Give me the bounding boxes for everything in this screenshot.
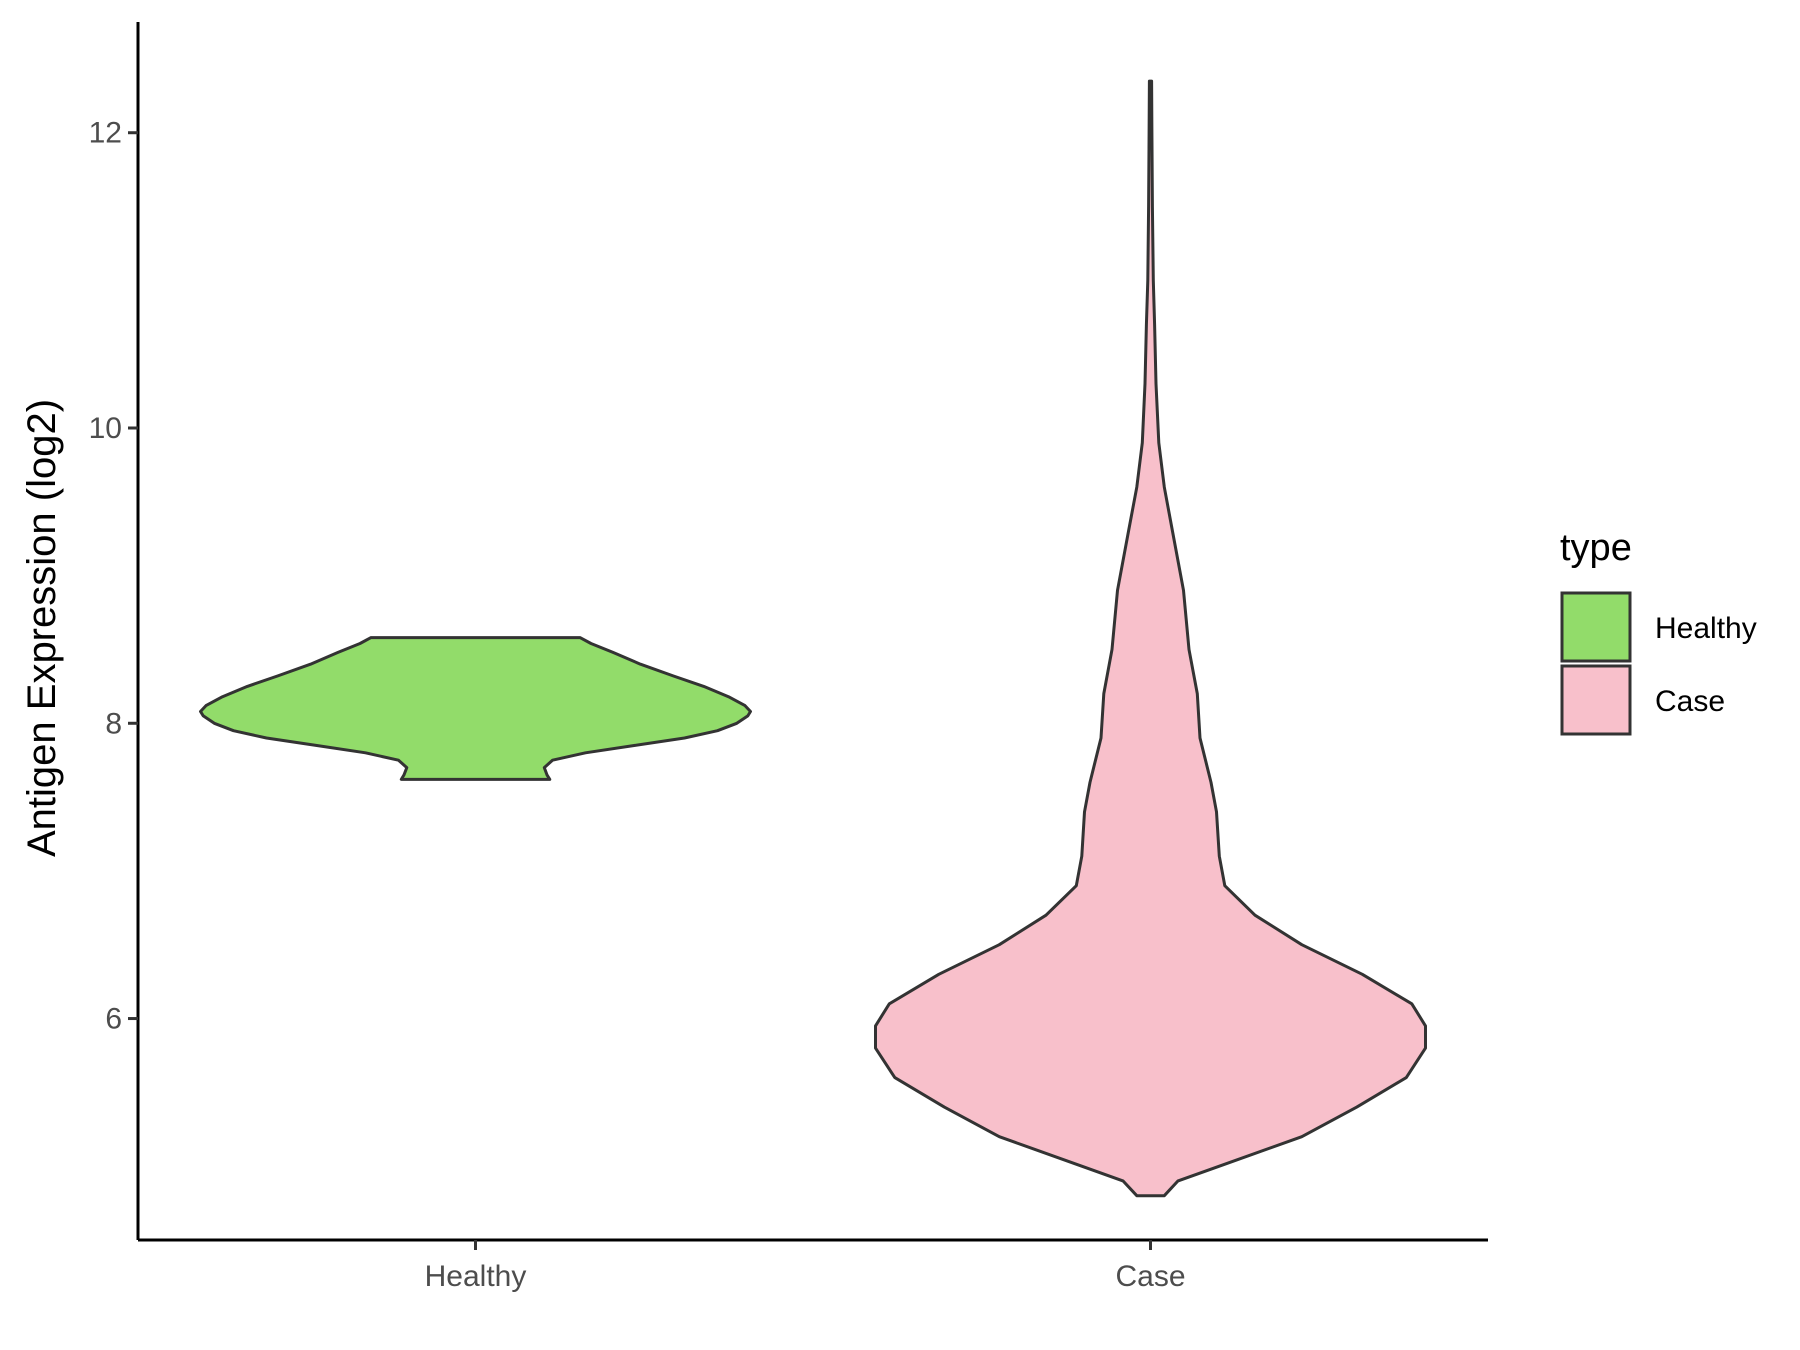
legend-key-healthy: [1560, 591, 1632, 663]
y-tick-label: 6: [105, 1003, 122, 1036]
legend-title: type: [1560, 527, 1632, 569]
x-tick-label: Healthy: [425, 1260, 527, 1293]
legend-key-case: [1560, 664, 1632, 736]
plot-area: [199, 79, 1427, 1198]
x-tick-label: Case: [1115, 1260, 1185, 1293]
legend: type Healthy Case: [1560, 527, 1757, 736]
y-tick-label: 8: [105, 707, 122, 740]
y-axis-title: Antigen Expression (log2): [20, 399, 64, 857]
y-tick-label: 10: [89, 412, 122, 445]
axes: 6 8 10 12 Healthy Case: [89, 22, 1488, 1293]
violin-healthy: [199, 636, 752, 781]
violin-case: [874, 79, 1427, 1198]
legend-label-case: Case: [1655, 685, 1725, 718]
y-tick-label: 12: [89, 117, 122, 150]
legend-label-healthy: Healthy: [1655, 612, 1757, 645]
